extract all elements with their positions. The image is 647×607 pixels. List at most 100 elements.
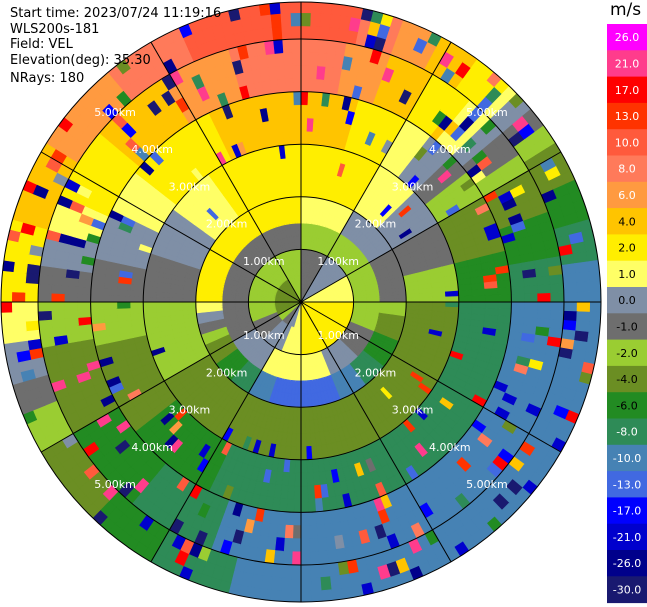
elevation-label: Elevation(deg): 35.30: [10, 53, 151, 68]
velocity-gate: [563, 292, 578, 303]
velocity-gate: [300, 459, 308, 474]
velocity-gate: [24, 282, 39, 294]
velocity-gate: [1, 331, 15, 345]
velocity-gate: [37, 283, 53, 294]
velocity-gate: [281, 564, 293, 579]
velocity-gate: [265, 52, 277, 68]
velocity-gate: [32, 461, 51, 480]
velocity-gate: [484, 294, 500, 303]
velocity-gate: [373, 2, 389, 12]
velocity-gate: [510, 293, 526, 303]
velocity-gate: [340, 586, 354, 602]
velocity-gate: [330, 588, 344, 602]
velocity-gate: [1, 301, 13, 313]
velocity-gate: [300, 564, 311, 579]
velocity-gate: [557, 134, 576, 152]
velocity-gate: [293, 485, 302, 501]
velocity-gate: [300, 511, 310, 527]
velocity-gate: [32, 124, 51, 143]
velocity-gate: [591, 214, 601, 230]
velocity-gate: [300, 143, 307, 158]
velocity-gate: [300, 433, 307, 448]
velocity-gate: [486, 533, 505, 552]
velocity-gate: [445, 301, 460, 308]
velocity-gate: [383, 2, 400, 15]
velocity-gate: [523, 309, 539, 319]
velocity-gate: [510, 511, 529, 530]
velocity-gate: [307, 485, 316, 500]
velocity-gate: [538, 106, 558, 125]
velocity-gate: [572, 163, 591, 180]
velocity-gate: [296, 169, 302, 185]
velocity-gate: [295, 433, 302, 448]
velocity-gate: [256, 601, 270, 602]
colorbar: 26.0 21.0 17.0 13.0 10.0 8.0 6.0 4.0 2.0 1.0 0.0 -1…: [607, 24, 647, 604]
velocity-gate: [37, 319, 53, 330]
velocity-gate: [316, 523, 327, 539]
velocity-gate: [116, 295, 131, 303]
velocity-gate: [442, 563, 460, 582]
velocity-gate: [133, 558, 151, 577]
velocity-gate: [116, 313, 132, 322]
velocity-gate: [319, 576, 332, 592]
colorbar-tick-label: 8.0: [618, 163, 636, 176]
velocity-gate: [1, 384, 14, 401]
velocity-gate: [432, 301, 447, 308]
velocity-gate: [291, 38, 302, 53]
velocity-gate: [44, 479, 64, 498]
velocity-gate: [24, 320, 40, 332]
velocity-gate: [284, 64, 294, 80]
velocity-gate: [300, 25, 311, 40]
velocity-gate: [76, 293, 92, 303]
velocity-gate: [574, 261, 590, 274]
velocity-gate: [287, 117, 296, 132]
velocity-gate: [308, 537, 319, 553]
velocity-gate: [584, 193, 601, 209]
velocity-gate: [37, 301, 52, 312]
velocity-gate: [290, 590, 302, 602]
velocity-gate: [283, 51, 294, 67]
velocity-gate: [129, 301, 144, 309]
colorbar-tick-label: -8.0: [616, 426, 637, 439]
velocity-gate: [300, 446, 307, 461]
velocity-gate: [11, 311, 26, 323]
colorbar-tick-label: -13.0: [613, 478, 641, 491]
velocity-gate: [248, 2, 262, 18]
velocity-gate: [192, 585, 208, 602]
velocity-gate: [1, 354, 6, 369]
velocity-gate: [123, 552, 142, 571]
velocity-gate: [292, 511, 302, 527]
velocity-gate: [123, 33, 142, 52]
velocity-gate: [600, 333, 601, 347]
velocity-gate: [234, 2, 249, 7]
velocity-gate: [305, 432, 312, 448]
velocity-gate: [300, 485, 309, 501]
velocity-gate: [280, 12, 292, 27]
velocity-gate: [26, 452, 45, 470]
velocity-gate: [497, 301, 513, 310]
colorbar-tick-label: 21.0: [615, 57, 640, 70]
velocity-gate: [285, 498, 295, 514]
velocity-gate: [363, 2, 378, 9]
velocity-gate: [307, 90, 317, 106]
velocity-gate: [332, 601, 346, 602]
velocity-gate: [471, 288, 486, 297]
velocity-gate: [7, 414, 26, 431]
velocity-gate: [1, 333, 2, 347]
velocity-gate: [306, 472, 315, 487]
velocity-gate: [286, 104, 295, 119]
velocity-gate: [363, 595, 378, 602]
velocity-gate: [271, 25, 283, 41]
velocity-gate: [275, 65, 286, 81]
velocity-gate: [304, 419, 311, 435]
velocity-gate: [589, 301, 601, 313]
velocity-gate: [300, 406, 306, 422]
velocity-gate: [567, 153, 586, 170]
velocity-gate: [300, 156, 307, 171]
velocity-gate: [155, 306, 171, 313]
velocity-gate: [16, 153, 35, 170]
velocity-gate: [405, 297, 421, 303]
velocity-gate: [496, 279, 512, 289]
velocity-gate: [73, 511, 92, 530]
velocity-gate: [537, 301, 552, 312]
